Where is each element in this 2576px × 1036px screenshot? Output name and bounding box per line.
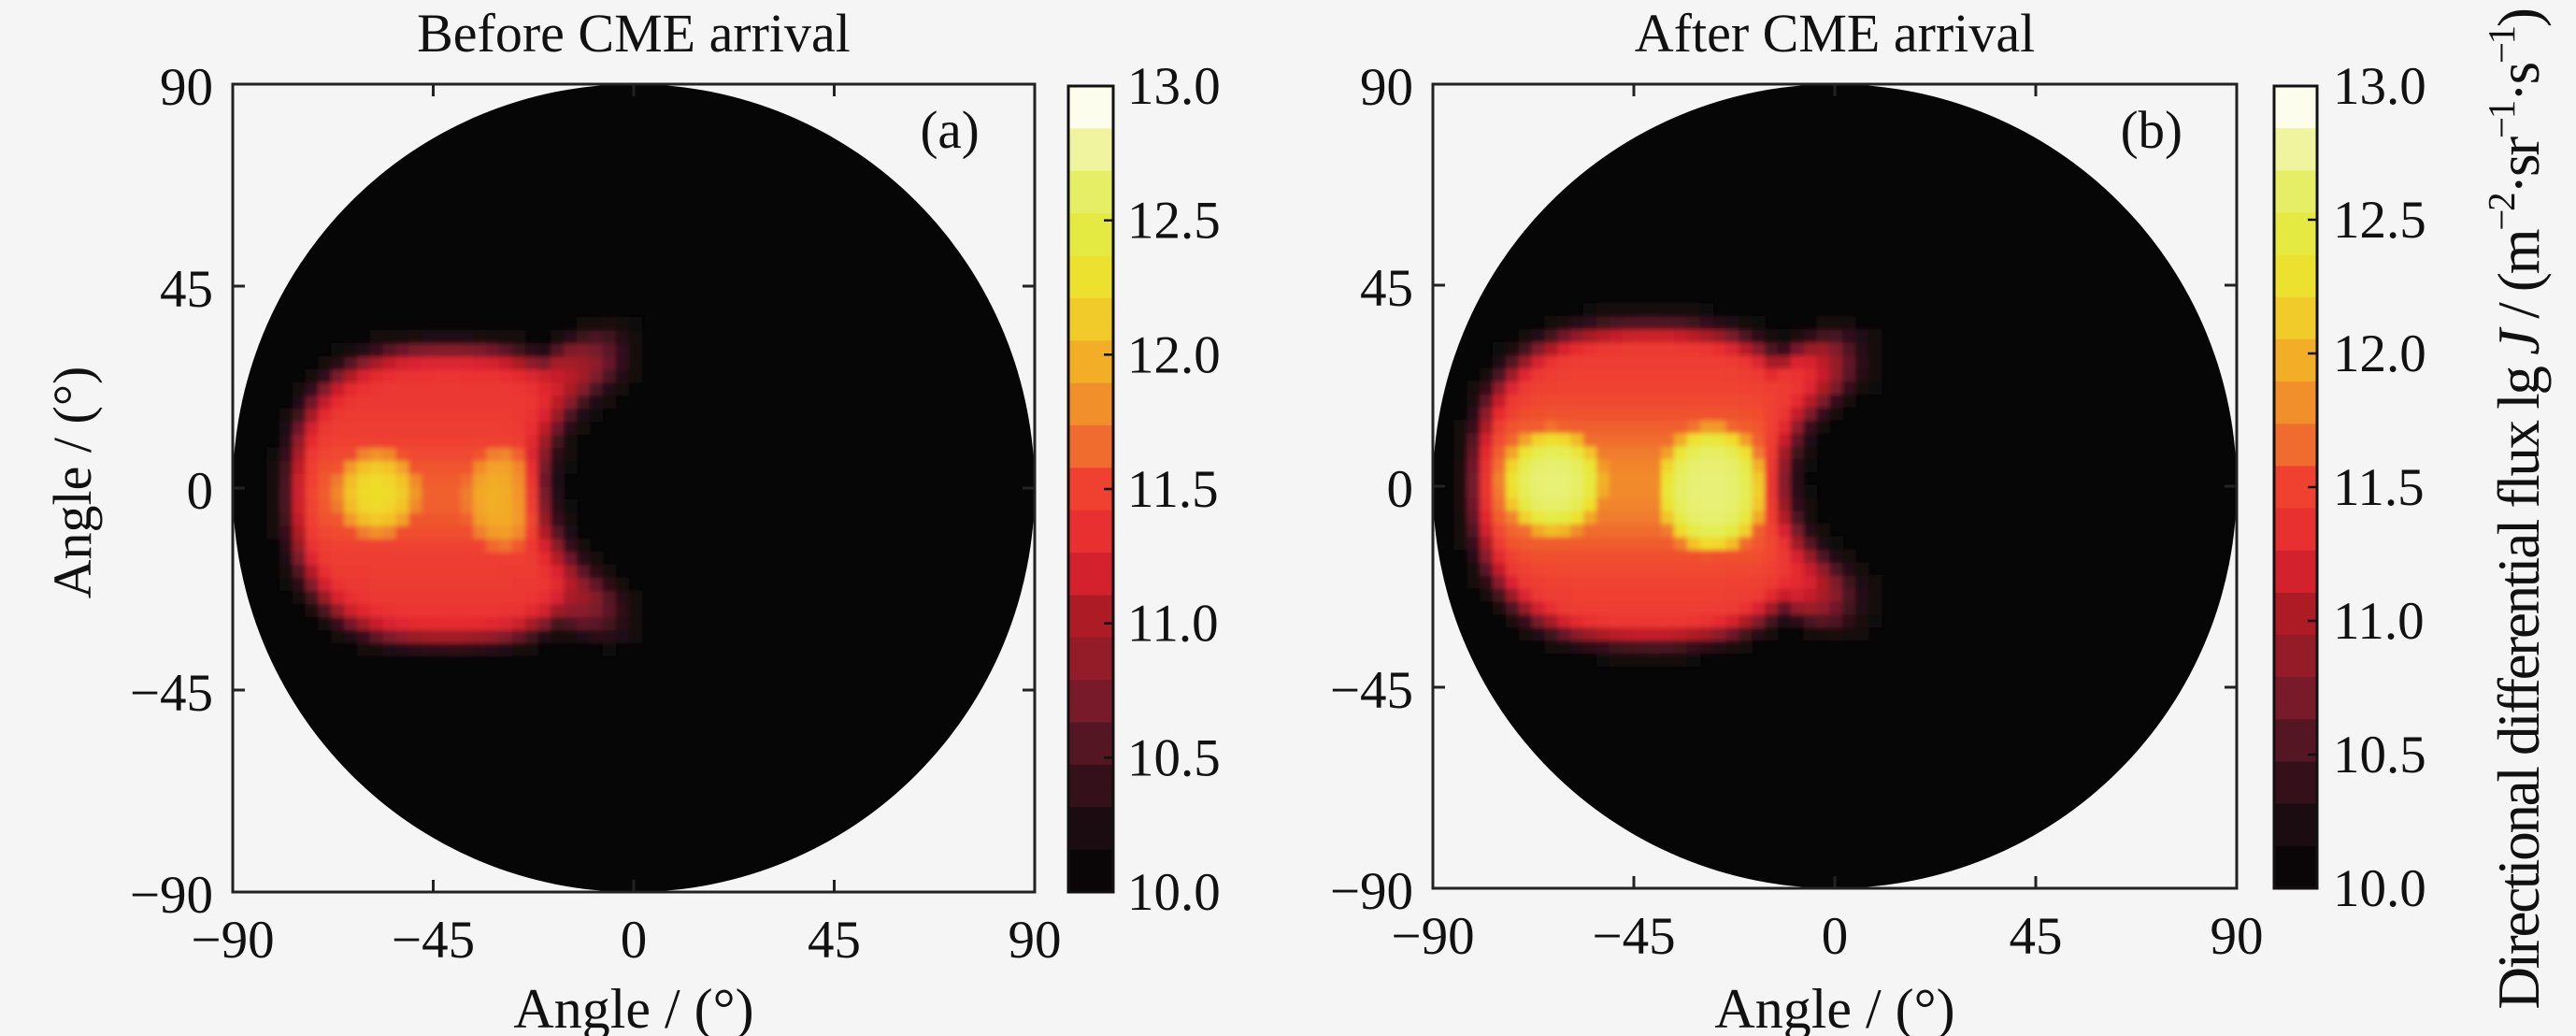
svg-text:10.0: 10.0 (1127, 863, 1221, 922)
svg-text:Before CME arrival: Before CME arrival (417, 3, 851, 64)
svg-text:45: 45 (1360, 259, 1413, 318)
svg-text:(b): (b) (2121, 101, 2182, 160)
svg-text:45: 45 (160, 260, 213, 319)
svg-text:10.0: 10.0 (2333, 859, 2426, 918)
svg-text:13.0: 13.0 (2333, 57, 2426, 116)
svg-text:−90: −90 (1391, 907, 1474, 966)
svg-text:0: 0 (621, 911, 648, 970)
svg-text:After CME arrival: After CME arrival (1635, 3, 2035, 64)
svg-text:11.0: 11.0 (1127, 595, 1219, 654)
svg-text:45: 45 (808, 911, 861, 970)
svg-text:10.5: 10.5 (2333, 726, 2426, 784)
svg-text:(a): (a) (920, 101, 979, 160)
svg-text:90: 90 (2211, 907, 2264, 966)
svg-text:11.5: 11.5 (1127, 460, 1219, 519)
svg-text:−45: −45 (392, 911, 475, 970)
svg-text:90: 90 (1360, 58, 1413, 117)
svg-text:11.0: 11.0 (2333, 592, 2425, 651)
svg-text:0: 0 (187, 462, 214, 521)
svg-text:0: 0 (1387, 460, 1414, 519)
svg-text:−90: −90 (191, 911, 274, 970)
svg-text:90: 90 (1009, 911, 1062, 970)
svg-text:Directional differential flux: Directional differential flux lg J / (m−… (2480, 9, 2552, 1009)
svg-text:−45: −45 (1592, 907, 1675, 966)
svg-text:12.0: 12.0 (1127, 325, 1221, 384)
svg-text:Angle / (°): Angle / (°) (513, 978, 753, 1036)
svg-text:0: 0 (1822, 907, 1849, 966)
svg-text:Angle / (°): Angle / (°) (1714, 978, 1954, 1036)
svg-text:12.5: 12.5 (1127, 192, 1221, 251)
svg-text:12.5: 12.5 (2333, 191, 2426, 250)
svg-text:12.0: 12.0 (2333, 324, 2426, 383)
svg-text:−45: −45 (1330, 661, 1413, 720)
svg-text:10.5: 10.5 (1127, 728, 1221, 787)
svg-text:−90: −90 (1330, 862, 1413, 921)
svg-text:90: 90 (160, 58, 213, 117)
svg-text:45: 45 (2010, 907, 2063, 966)
svg-text:13.0: 13.0 (1127, 57, 1221, 116)
svg-text:11.5: 11.5 (2333, 458, 2425, 517)
svg-text:−90: −90 (130, 866, 213, 925)
svg-text:−45: −45 (130, 664, 213, 723)
svg-text:Angle / (°): Angle / (°) (42, 367, 103, 599)
